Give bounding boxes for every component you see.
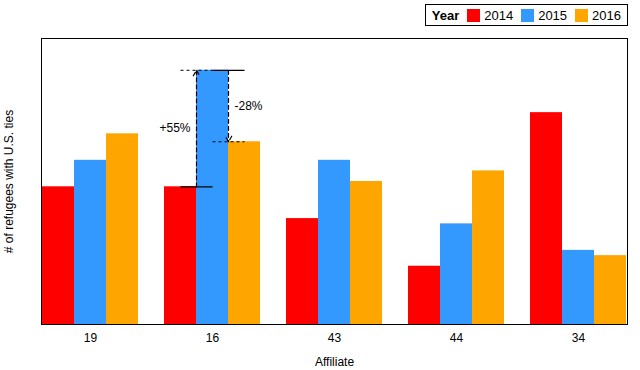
svg-text:19: 19: [84, 331, 98, 345]
html-text:Year: Year: [431, 7, 460, 23]
svg-text:+55%: +55%: [159, 121, 190, 135]
html-text:2016: 2016: [592, 7, 621, 23]
svg-text:44: 44: [450, 331, 464, 345]
svg-text:-28%: -28%: [235, 99, 263, 113]
svg-text:34: 34: [572, 331, 586, 345]
html-text:2014: 2014: [484, 7, 514, 23]
svg-text:43: 43: [328, 331, 342, 345]
svg-text:Affiliate: Affiliate: [315, 355, 354, 369]
svg-text:16: 16: [206, 331, 220, 345]
svg-text:# of refugees with U.S. ties: # of refugees with U.S. ties: [2, 110, 16, 253]
html-text:2015: 2015: [538, 7, 568, 23]
